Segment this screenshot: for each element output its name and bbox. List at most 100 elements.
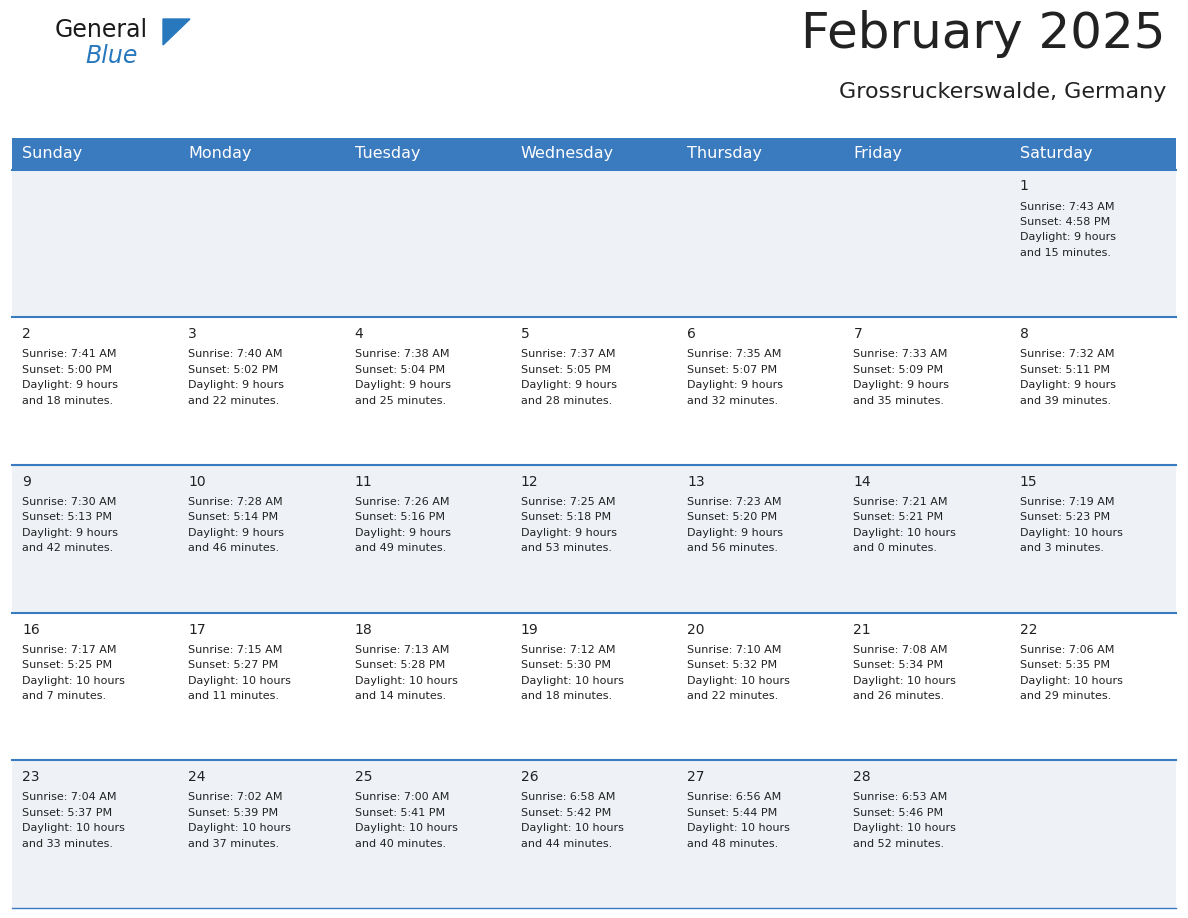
Text: Daylight: 10 hours: Daylight: 10 hours [520, 823, 624, 834]
Text: Daylight: 9 hours: Daylight: 9 hours [188, 528, 284, 538]
Text: Friday: Friday [853, 146, 903, 162]
Text: Daylight: 10 hours: Daylight: 10 hours [687, 676, 790, 686]
Text: 27: 27 [687, 770, 704, 784]
Bar [12, 612, 1176, 760]
Text: Daylight: 10 hours: Daylight: 10 hours [853, 528, 956, 538]
Text: Sunset: 5:35 PM: Sunset: 5:35 PM [1019, 660, 1110, 670]
Text: 1: 1 [1019, 180, 1029, 194]
Text: Sunrise: 7:21 AM: Sunrise: 7:21 AM [853, 497, 948, 507]
Text: Sunrise: 7:04 AM: Sunrise: 7:04 AM [23, 792, 116, 802]
Text: Wednesday: Wednesday [520, 146, 614, 162]
Text: Sunrise: 7:19 AM: Sunrise: 7:19 AM [1019, 497, 1114, 507]
Text: 11: 11 [354, 475, 372, 489]
Text: and 49 minutes.: and 49 minutes. [354, 543, 446, 554]
Text: Daylight: 10 hours: Daylight: 10 hours [1019, 676, 1123, 686]
Text: and 25 minutes.: and 25 minutes. [354, 396, 446, 406]
Text: Sunrise: 7:32 AM: Sunrise: 7:32 AM [1019, 349, 1114, 359]
Text: 25: 25 [354, 770, 372, 784]
Text: Sunrise: 7:38 AM: Sunrise: 7:38 AM [354, 349, 449, 359]
Text: Daylight: 10 hours: Daylight: 10 hours [188, 676, 291, 686]
Text: Daylight: 9 hours: Daylight: 9 hours [1019, 380, 1116, 390]
Text: and 39 minutes.: and 39 minutes. [1019, 396, 1111, 406]
Text: Daylight: 9 hours: Daylight: 9 hours [1019, 232, 1116, 242]
Bar [12, 465, 1176, 612]
Bar [843, 138, 1010, 170]
Text: Sunset: 5:39 PM: Sunset: 5:39 PM [188, 808, 278, 818]
Text: Sunrise: 7:37 AM: Sunrise: 7:37 AM [520, 349, 615, 359]
Text: Sunrise: 7:28 AM: Sunrise: 7:28 AM [188, 497, 283, 507]
Text: 8: 8 [1019, 327, 1029, 341]
Text: Daylight: 9 hours: Daylight: 9 hours [853, 380, 949, 390]
Text: Sunday: Sunday [23, 146, 82, 162]
Text: Sunset: 5:05 PM: Sunset: 5:05 PM [520, 364, 611, 375]
Text: and 44 minutes.: and 44 minutes. [520, 839, 612, 849]
Text: and 48 minutes.: and 48 minutes. [687, 839, 778, 849]
Text: Sunset: 5:07 PM: Sunset: 5:07 PM [687, 364, 777, 375]
Text: Daylight: 9 hours: Daylight: 9 hours [687, 380, 783, 390]
Text: General: General [55, 18, 148, 42]
Text: Daylight: 10 hours: Daylight: 10 hours [354, 823, 457, 834]
Text: Monday: Monday [188, 146, 252, 162]
Text: Sunrise: 7:25 AM: Sunrise: 7:25 AM [520, 497, 615, 507]
Text: and 14 minutes.: and 14 minutes. [354, 691, 446, 701]
Text: and 37 minutes.: and 37 minutes. [188, 839, 279, 849]
Text: Sunset: 5:13 PM: Sunset: 5:13 PM [23, 512, 112, 522]
Text: and 33 minutes.: and 33 minutes. [23, 839, 113, 849]
Bar [345, 138, 511, 170]
Text: Daylight: 10 hours: Daylight: 10 hours [23, 823, 125, 834]
Text: Sunset: 5:46 PM: Sunset: 5:46 PM [853, 808, 943, 818]
Text: Grossruckerswalde, Germany: Grossruckerswalde, Germany [839, 82, 1165, 102]
Text: February 2025: February 2025 [802, 10, 1165, 58]
Text: Sunset: 5:27 PM: Sunset: 5:27 PM [188, 660, 278, 670]
Text: Sunrise: 7:15 AM: Sunrise: 7:15 AM [188, 644, 283, 655]
Text: 10: 10 [188, 475, 206, 489]
Text: and 18 minutes.: and 18 minutes. [23, 396, 113, 406]
Text: Sunrise: 7:02 AM: Sunrise: 7:02 AM [188, 792, 283, 802]
Text: Daylight: 9 hours: Daylight: 9 hours [354, 528, 450, 538]
Text: Sunrise: 7:06 AM: Sunrise: 7:06 AM [1019, 644, 1114, 655]
Bar [12, 318, 1176, 465]
Text: 7: 7 [853, 327, 862, 341]
Text: Daylight: 9 hours: Daylight: 9 hours [520, 380, 617, 390]
Text: 3: 3 [188, 327, 197, 341]
Text: Sunset: 5:16 PM: Sunset: 5:16 PM [354, 512, 444, 522]
Text: Sunrise: 7:13 AM: Sunrise: 7:13 AM [354, 644, 449, 655]
Text: and 18 minutes.: and 18 minutes. [520, 691, 612, 701]
Text: Daylight: 9 hours: Daylight: 9 hours [188, 380, 284, 390]
Text: Daylight: 10 hours: Daylight: 10 hours [354, 676, 457, 686]
Text: Sunset: 5:30 PM: Sunset: 5:30 PM [520, 660, 611, 670]
Bar [12, 760, 1176, 908]
Bar [12, 170, 1176, 318]
Bar [511, 138, 677, 170]
Text: and 46 minutes.: and 46 minutes. [188, 543, 279, 554]
Text: 13: 13 [687, 475, 704, 489]
Text: and 53 minutes.: and 53 minutes. [520, 543, 612, 554]
Text: Daylight: 9 hours: Daylight: 9 hours [520, 528, 617, 538]
Text: Sunrise: 6:58 AM: Sunrise: 6:58 AM [520, 792, 615, 802]
Text: and 3 minutes.: and 3 minutes. [1019, 543, 1104, 554]
Text: Daylight: 10 hours: Daylight: 10 hours [853, 676, 956, 686]
Text: Sunrise: 7:23 AM: Sunrise: 7:23 AM [687, 497, 782, 507]
Text: 17: 17 [188, 622, 206, 636]
Text: 20: 20 [687, 622, 704, 636]
Text: Sunrise: 7:35 AM: Sunrise: 7:35 AM [687, 349, 782, 359]
Text: and 22 minutes.: and 22 minutes. [188, 396, 279, 406]
Text: Sunset: 5:44 PM: Sunset: 5:44 PM [687, 808, 777, 818]
Text: and 32 minutes.: and 32 minutes. [687, 396, 778, 406]
Text: Sunrise: 7:43 AM: Sunrise: 7:43 AM [1019, 201, 1114, 211]
Bar [1010, 138, 1176, 170]
Text: Sunrise: 7:26 AM: Sunrise: 7:26 AM [354, 497, 449, 507]
Text: Sunset: 5:41 PM: Sunset: 5:41 PM [354, 808, 444, 818]
Text: Daylight: 9 hours: Daylight: 9 hours [687, 528, 783, 538]
Text: 2: 2 [23, 327, 31, 341]
Text: Sunrise: 7:10 AM: Sunrise: 7:10 AM [687, 644, 782, 655]
Text: Daylight: 10 hours: Daylight: 10 hours [853, 823, 956, 834]
Text: Sunset: 5:14 PM: Sunset: 5:14 PM [188, 512, 278, 522]
Text: Sunset: 5:23 PM: Sunset: 5:23 PM [1019, 512, 1110, 522]
Text: Sunset: 5:20 PM: Sunset: 5:20 PM [687, 512, 777, 522]
Text: Sunset: 5:34 PM: Sunset: 5:34 PM [853, 660, 943, 670]
Text: Daylight: 9 hours: Daylight: 9 hours [23, 380, 118, 390]
Text: and 56 minutes.: and 56 minutes. [687, 543, 778, 554]
Text: Sunrise: 6:53 AM: Sunrise: 6:53 AM [853, 792, 948, 802]
Text: Sunrise: 7:17 AM: Sunrise: 7:17 AM [23, 644, 116, 655]
